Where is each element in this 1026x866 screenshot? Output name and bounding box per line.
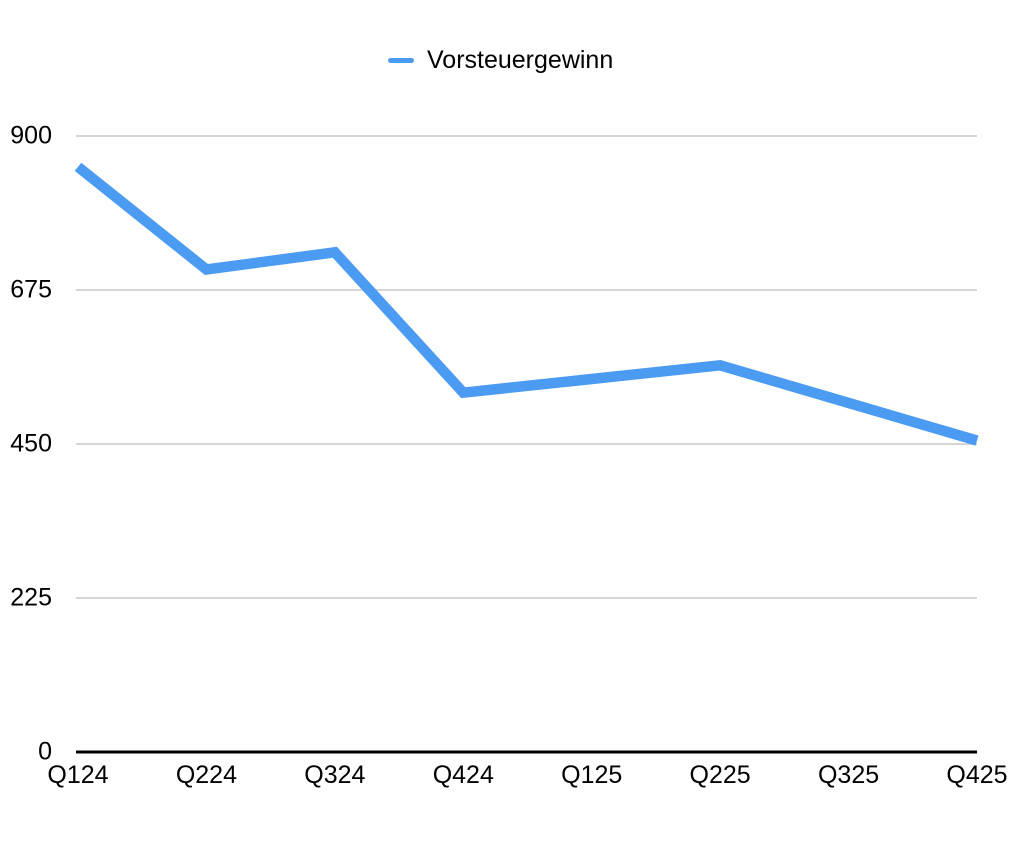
chart-legend: Vorsteuergewinn xyxy=(388,46,613,74)
x-axis-tick-label: Q325 xyxy=(817,761,880,789)
y-axis-tick-label: 450 xyxy=(10,429,52,458)
y-axis-tick-label: 675 xyxy=(10,275,52,304)
series-line-vorsteuergewinn xyxy=(74,162,979,446)
x-axis-tick-label: Q125 xyxy=(561,761,623,789)
legend-label: Vorsteuergewinn xyxy=(427,46,614,74)
x-axis-tick-label: Q424 xyxy=(432,761,494,789)
legend-line-marker-icon xyxy=(388,57,414,63)
x-axis-tick-label: Q224 xyxy=(175,761,238,789)
x-axis-tick-label: Q225 xyxy=(689,761,751,789)
y-axis-tick-label: 0 xyxy=(38,737,52,766)
x-axis-tick-label: Q124 xyxy=(47,761,109,789)
y-axis-tick-label: 225 xyxy=(10,583,52,612)
x-axis-tick-label: Q425 xyxy=(946,761,1008,789)
y-axis-tick-label: 900 xyxy=(10,121,52,150)
x-axis-tick-label: Q324 xyxy=(304,761,366,789)
